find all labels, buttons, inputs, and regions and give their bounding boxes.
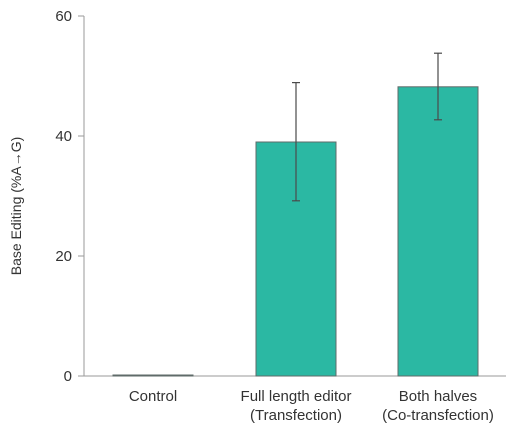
y-tick-label: 60 — [55, 8, 72, 25]
x-category-label: Both halves — [399, 388, 477, 405]
x-category-label: Full length editor — [241, 388, 352, 405]
x-category-label: Control — [129, 388, 177, 405]
x-category-sublabel: (Co-transfection) — [382, 407, 494, 424]
y-tick-labels: 0 20 40 60 — [55, 8, 72, 385]
bar — [112, 374, 194, 377]
bars-group — [112, 86, 479, 377]
x-category-sublabel: (Transfection) — [250, 407, 342, 424]
x-category-labels: Control Full length editor (Transfection) B… — [129, 388, 494, 424]
y-tick-label: 20 — [55, 248, 72, 265]
y-axis-title: Base Editing (%A→G) — [8, 137, 24, 276]
y-tick-label: 40 — [55, 128, 72, 145]
error-bars-group — [292, 52, 442, 202]
bar — [397, 86, 479, 377]
y-tick-label: 0 — [64, 368, 72, 385]
